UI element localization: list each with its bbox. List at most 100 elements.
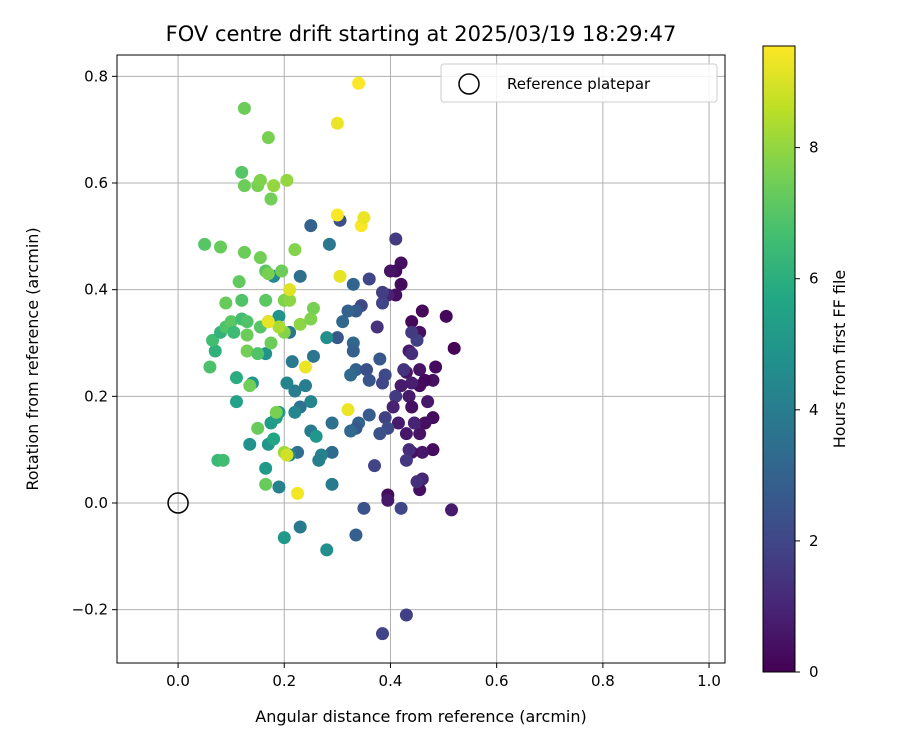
chart-title: FOV centre drift starting at 2025/03/19 …	[166, 22, 677, 46]
data-point	[224, 315, 238, 329]
data-point	[360, 363, 374, 377]
data-point	[198, 237, 212, 251]
data-point	[304, 395, 318, 409]
data-point	[357, 211, 371, 225]
data-point	[415, 445, 429, 459]
colorbar-frame	[762, 45, 796, 673]
data-point	[261, 267, 275, 281]
legend: Reference platepar	[440, 63, 718, 103]
data-point	[402, 389, 416, 403]
data-point	[421, 395, 435, 409]
data-point	[219, 296, 233, 310]
data-point	[288, 384, 302, 398]
data-point	[312, 453, 326, 467]
data-point	[394, 501, 408, 515]
data-point	[235, 293, 249, 307]
data-point	[208, 344, 222, 358]
data-point	[373, 352, 387, 366]
data-point	[237, 245, 251, 259]
data-point	[237, 101, 251, 115]
data-point	[399, 453, 413, 467]
data-point	[272, 480, 286, 494]
data-point	[349, 528, 363, 542]
data-point	[352, 76, 366, 90]
data-point	[293, 520, 307, 534]
data-point	[291, 486, 305, 500]
data-point	[288, 405, 302, 419]
data-point	[333, 269, 347, 283]
data-point	[216, 453, 230, 467]
data-point	[243, 379, 257, 393]
data-point	[229, 371, 243, 385]
data-point	[344, 368, 358, 382]
colorbar-tick-label: 4	[809, 401, 819, 419]
x-tick-label: 0.6	[485, 672, 509, 690]
data-point	[240, 328, 254, 342]
data-point	[306, 301, 320, 315]
data-point	[405, 376, 419, 390]
data-point	[237, 179, 251, 193]
data-point	[283, 283, 297, 297]
data-point	[320, 331, 334, 345]
data-point	[232, 275, 246, 289]
data-point	[370, 320, 384, 334]
data-point	[330, 331, 344, 345]
data-point	[336, 315, 350, 329]
data-point	[251, 347, 265, 361]
data-point	[293, 317, 307, 331]
data-point	[206, 333, 220, 347]
y-tick-label: −0.2	[72, 601, 108, 619]
data-point	[214, 240, 228, 254]
data-point	[394, 277, 408, 291]
data-point	[413, 363, 427, 377]
data-point	[429, 360, 443, 374]
data-point	[389, 232, 403, 246]
data-point	[325, 416, 339, 430]
data-point	[407, 416, 421, 430]
legend-marker	[458, 73, 480, 95]
data-point	[267, 179, 281, 193]
data-point	[243, 437, 257, 451]
y-tick-label: 0.8	[84, 67, 108, 85]
data-point	[293, 269, 307, 283]
data-point	[376, 376, 390, 390]
data-point	[288, 243, 302, 257]
data-point	[391, 416, 405, 430]
data-point	[362, 373, 376, 387]
legend-label: Reference platepar	[507, 75, 651, 93]
axis-ticks: 0.0 0.2 0.4 0.6 0.8 1.0 −0.2 0.0 0.2 0.4 0.6 0.8	[72, 67, 721, 690]
data-point	[402, 443, 416, 457]
data-point	[376, 296, 390, 310]
data-point	[253, 251, 267, 265]
colorbar-label: Hours from first FF file	[830, 270, 849, 449]
data-point	[240, 315, 254, 329]
colorbar-tick-label: 2	[809, 532, 819, 550]
data-point	[439, 309, 453, 323]
data-point	[389, 389, 403, 403]
data-point	[283, 293, 297, 307]
y-axis-label: Rotation from reference (arcmin)	[23, 227, 42, 490]
data-point	[373, 427, 387, 441]
legend-box	[440, 63, 718, 103]
data-point	[229, 395, 243, 409]
data-points	[198, 76, 461, 641]
colorbar-tick-label: 0	[809, 663, 819, 681]
data-point	[306, 349, 320, 363]
data-point	[362, 272, 376, 286]
data-point	[410, 475, 424, 489]
data-point	[264, 336, 278, 350]
data-point	[280, 448, 294, 462]
data-point	[405, 347, 419, 361]
data-point	[280, 376, 294, 390]
data-point	[357, 501, 371, 515]
colorbar-tick-label: 8	[809, 139, 819, 157]
y-tick-label: 0.2	[84, 387, 108, 405]
data-point	[325, 445, 339, 459]
data-point	[227, 325, 241, 339]
data-point	[378, 411, 392, 425]
data-point	[383, 264, 397, 278]
data-point	[341, 403, 355, 417]
data-point	[299, 379, 313, 393]
data-point	[275, 264, 289, 278]
